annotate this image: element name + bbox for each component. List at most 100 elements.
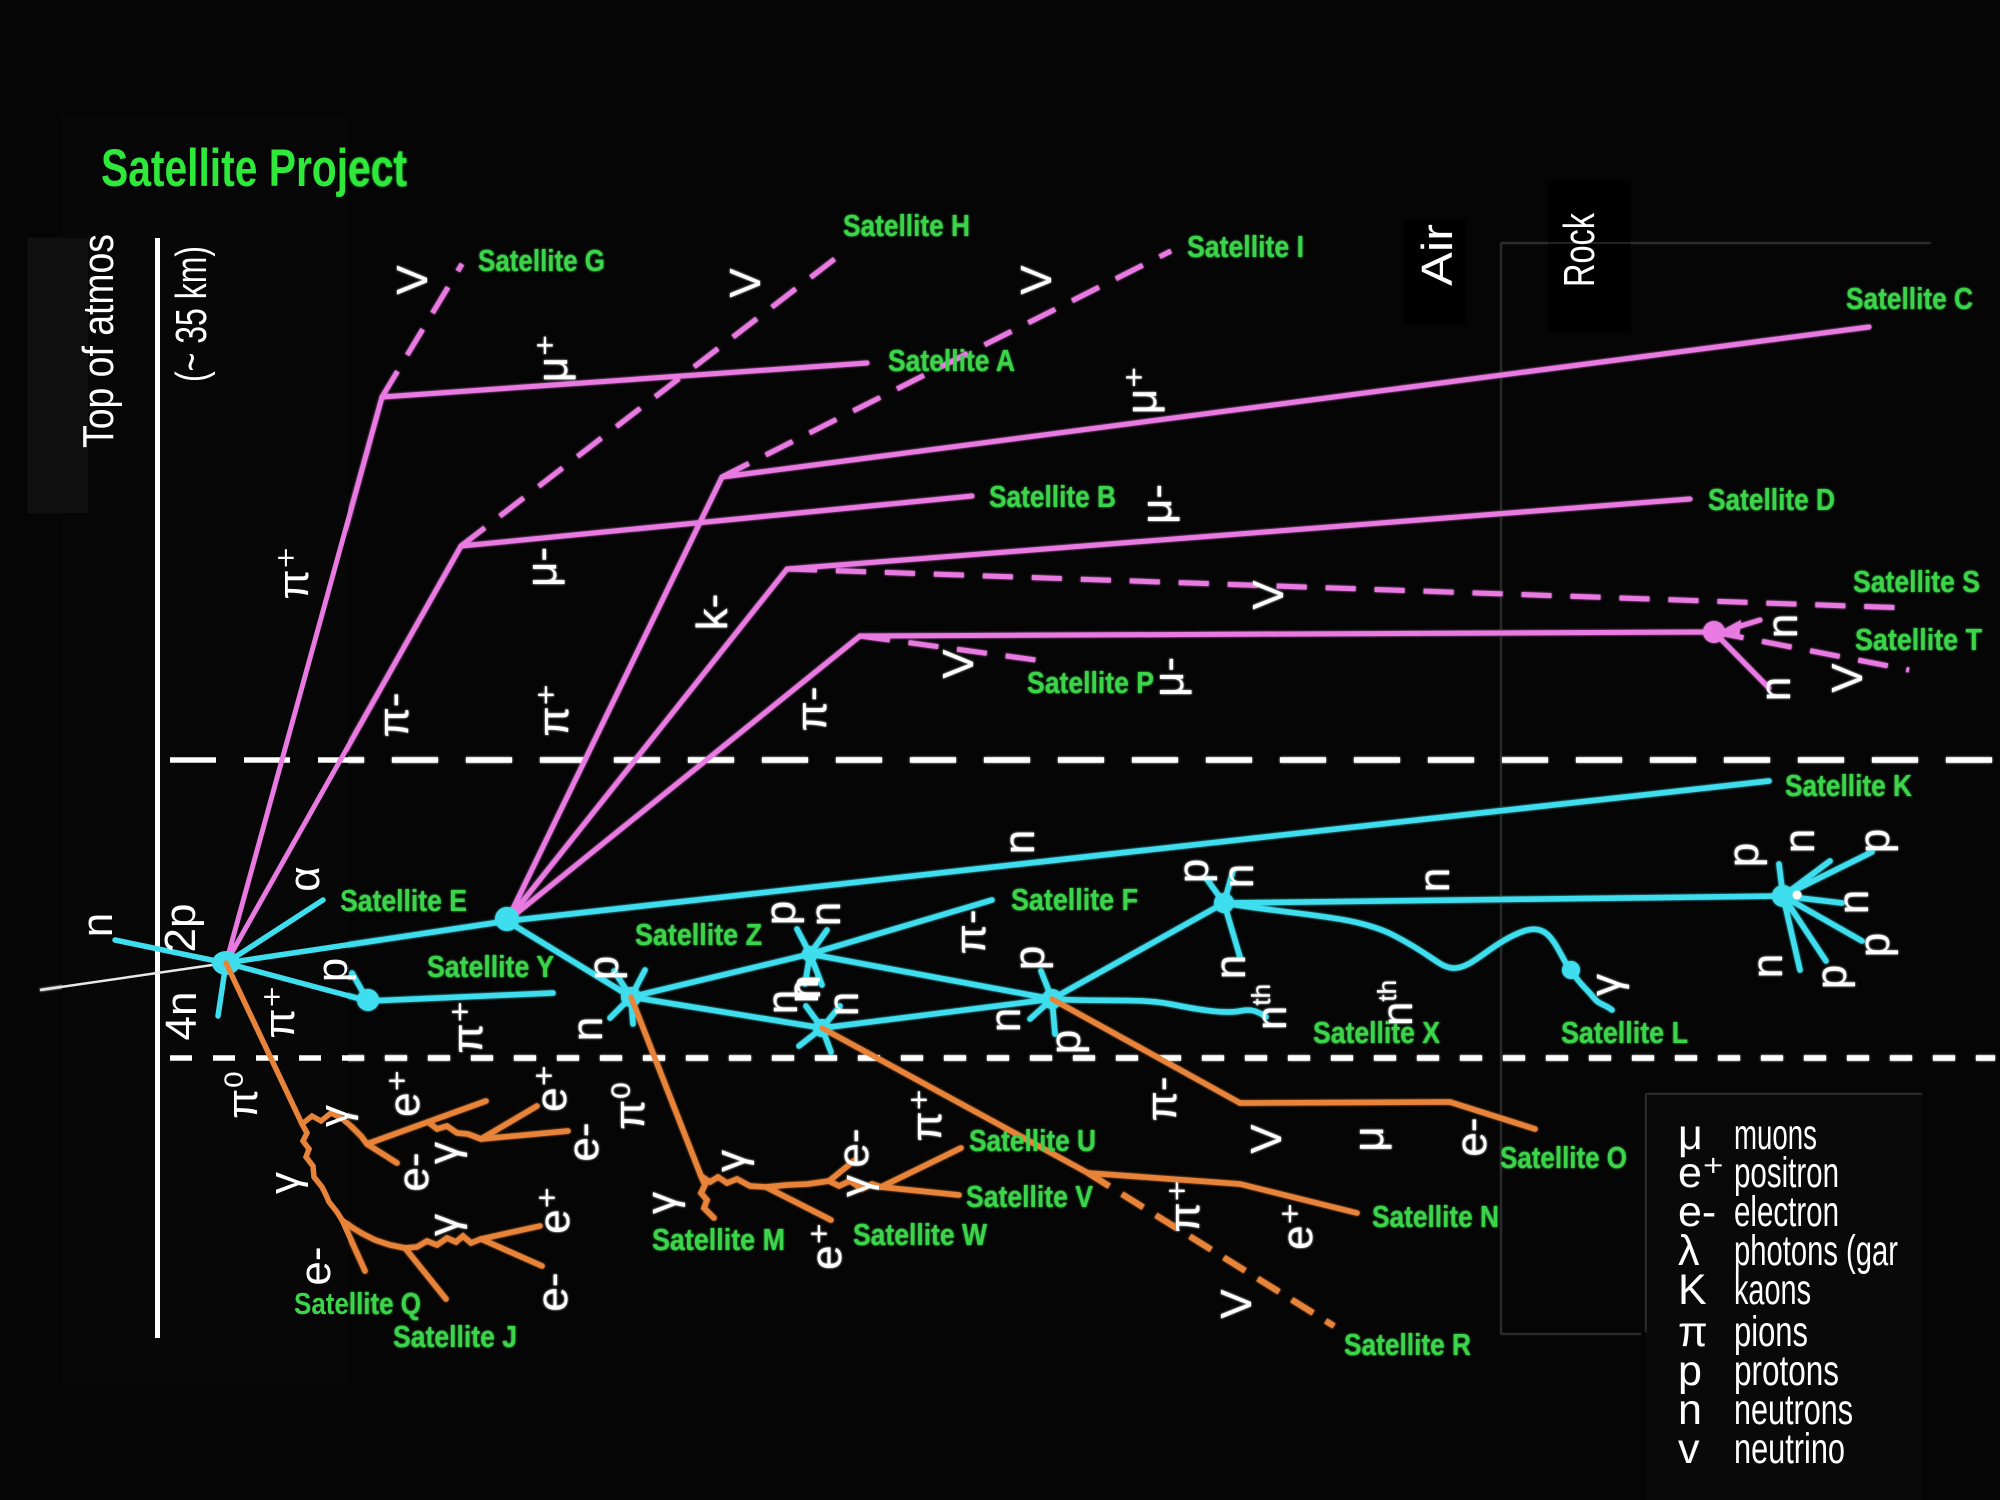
svg-text:2p: 2p <box>156 904 205 953</box>
svg-text:n: n <box>995 830 1044 854</box>
svg-text:Satellite P: Satellite P <box>1027 665 1154 700</box>
svg-text:n: n <box>73 913 122 937</box>
svg-text:n: n <box>1214 864 1263 888</box>
svg-text:p: p <box>1169 859 1218 883</box>
svg-text:Satellite B: Satellite B <box>989 479 1116 514</box>
svg-text:Satellite A: Satellite A <box>888 343 1015 378</box>
svg-text:Satellite R: Satellite R <box>1344 1327 1471 1362</box>
svg-text:γ: γ <box>831 1175 880 1197</box>
svg-text:Satellite M: Satellite M <box>652 1222 785 1257</box>
svg-text:μ-: μ- <box>517 547 566 587</box>
svg-text:(~ 35 km): (~ 35 km) <box>167 246 216 382</box>
svg-text:e-: e- <box>559 1122 608 1161</box>
svg-text:k-: k- <box>688 594 737 631</box>
svg-text:π⁺: π⁺ <box>255 985 304 1039</box>
svg-text:Satellite U: Satellite U <box>969 1123 1096 1158</box>
svg-text:n: n <box>801 902 850 926</box>
svg-text:γ: γ <box>706 1150 755 1172</box>
svg-text:V: V <box>934 649 983 679</box>
svg-text:e⁺: e⁺ <box>527 1064 576 1112</box>
svg-text:γ: γ <box>419 1214 468 1236</box>
svg-text:μ-: μ- <box>1144 657 1193 697</box>
svg-text:π⁺: π⁺ <box>269 546 318 600</box>
svg-text:μ⁺: μ⁺ <box>1117 366 1166 415</box>
svg-text:γ: γ <box>310 1105 359 1127</box>
svg-text:π⁺: π⁺ <box>529 683 578 737</box>
svg-text:p: p <box>308 958 357 982</box>
svg-text:e⁺: e⁺ <box>802 1222 851 1270</box>
svg-text:Satellite T: Satellite T <box>1855 622 1982 657</box>
svg-text:π⁰: π⁰ <box>218 1071 267 1119</box>
svg-text:neutrons: neutrons <box>1734 1386 1853 1434</box>
svg-text:photons (gar: photons (gar <box>1734 1227 1898 1275</box>
svg-text:π-: π- <box>1137 1076 1186 1121</box>
svg-text:V: V <box>1244 580 1293 610</box>
svg-text:μ-: μ- <box>1132 484 1181 524</box>
svg-text:μ: μ <box>1344 1126 1393 1151</box>
svg-text:e-: e- <box>291 1246 340 1285</box>
svg-text:Satellite L: Satellite L <box>1561 1015 1688 1050</box>
svg-text:n: n <box>1775 829 1824 853</box>
svg-text:n: n <box>779 979 828 1003</box>
svg-text:p: p <box>1719 843 1768 867</box>
svg-text:p: p <box>1005 946 1054 970</box>
svg-text:Satellite Z: Satellite Z <box>635 917 762 952</box>
svg-text:Satellite E: Satellite E <box>340 883 467 918</box>
svg-text:Satellite I: Satellite I <box>1187 229 1304 264</box>
svg-text:n: n <box>1678 1386 1702 1434</box>
svg-text:Satellite S: Satellite S <box>1853 564 1980 599</box>
svg-text:p: p <box>1807 965 1856 989</box>
svg-text:Satellite K: Satellite K <box>1785 768 1913 803</box>
svg-text:γ: γ <box>637 1192 686 1214</box>
svg-text:n: n <box>1758 614 1807 638</box>
svg-text:V: V <box>721 268 770 298</box>
svg-text:α: α <box>280 866 329 891</box>
svg-text:π⁰: π⁰ <box>605 1082 654 1130</box>
svg-text:μ: μ <box>1678 1111 1703 1159</box>
svg-text:pions: pions <box>1734 1308 1808 1356</box>
svg-text:n: n <box>819 992 868 1016</box>
svg-text:Top of atmos: Top of atmos <box>74 234 123 448</box>
svg-text:V: V <box>1212 1289 1261 1319</box>
svg-text:K: K <box>1678 1266 1707 1314</box>
svg-text:p: p <box>1850 829 1899 853</box>
svg-text:e-: e- <box>1447 1117 1496 1156</box>
svg-text:n: n <box>1751 677 1800 701</box>
svg-text:π: π <box>1678 1308 1708 1356</box>
svg-text:Satellite Y: Satellite Y <box>427 949 554 984</box>
svg-text:Satellite H: Satellite H <box>843 208 970 243</box>
svg-text:p: p <box>1678 1347 1702 1395</box>
svg-text:muons: muons <box>1734 1111 1817 1159</box>
svg-text:nth: nth <box>1246 984 1296 1030</box>
svg-text:Satellite V: Satellite V <box>966 1179 1093 1214</box>
svg-text:p: p <box>1041 1030 1090 1054</box>
svg-text:n: n <box>758 990 807 1014</box>
svg-text:μ⁺: μ⁺ <box>528 334 577 383</box>
svg-text:Satellite X: Satellite X <box>1313 1015 1440 1050</box>
svg-text:p: p <box>756 901 805 925</box>
svg-text:e-: e- <box>389 1152 438 1191</box>
svg-text:v: v <box>1678 1425 1700 1473</box>
svg-text:V: V <box>1242 1124 1291 1154</box>
svg-text:p: p <box>579 956 628 980</box>
svg-text:π-: π- <box>787 686 836 731</box>
svg-text:n: n <box>563 1017 612 1041</box>
svg-text:Satellite W: Satellite W <box>853 1217 988 1252</box>
svg-text:π-: π- <box>946 909 995 954</box>
svg-text:Satellite N: Satellite N <box>1372 1199 1499 1234</box>
svg-text:V: V <box>1012 265 1061 295</box>
svg-text:γ: γ <box>260 1172 309 1194</box>
svg-text:positron: positron <box>1734 1149 1839 1197</box>
svg-text:electron: electron <box>1734 1188 1839 1236</box>
svg-text:π⁺: π⁺ <box>902 1088 951 1142</box>
svg-text:V: V <box>388 265 437 295</box>
svg-text:e-: e- <box>829 1128 878 1167</box>
svg-text:n: n <box>981 1008 1030 1032</box>
svg-text:e-: e- <box>528 1272 577 1311</box>
svg-text:e⁺: e⁺ <box>380 1069 429 1117</box>
svg-text:V: V <box>1823 663 1872 693</box>
svg-text:kaons: kaons <box>1734 1266 1811 1314</box>
svg-text:e⁺: e⁺ <box>1678 1149 1725 1197</box>
svg-text:Satellite F: Satellite F <box>1011 882 1138 917</box>
svg-text:neutrino: neutrino <box>1734 1425 1845 1473</box>
